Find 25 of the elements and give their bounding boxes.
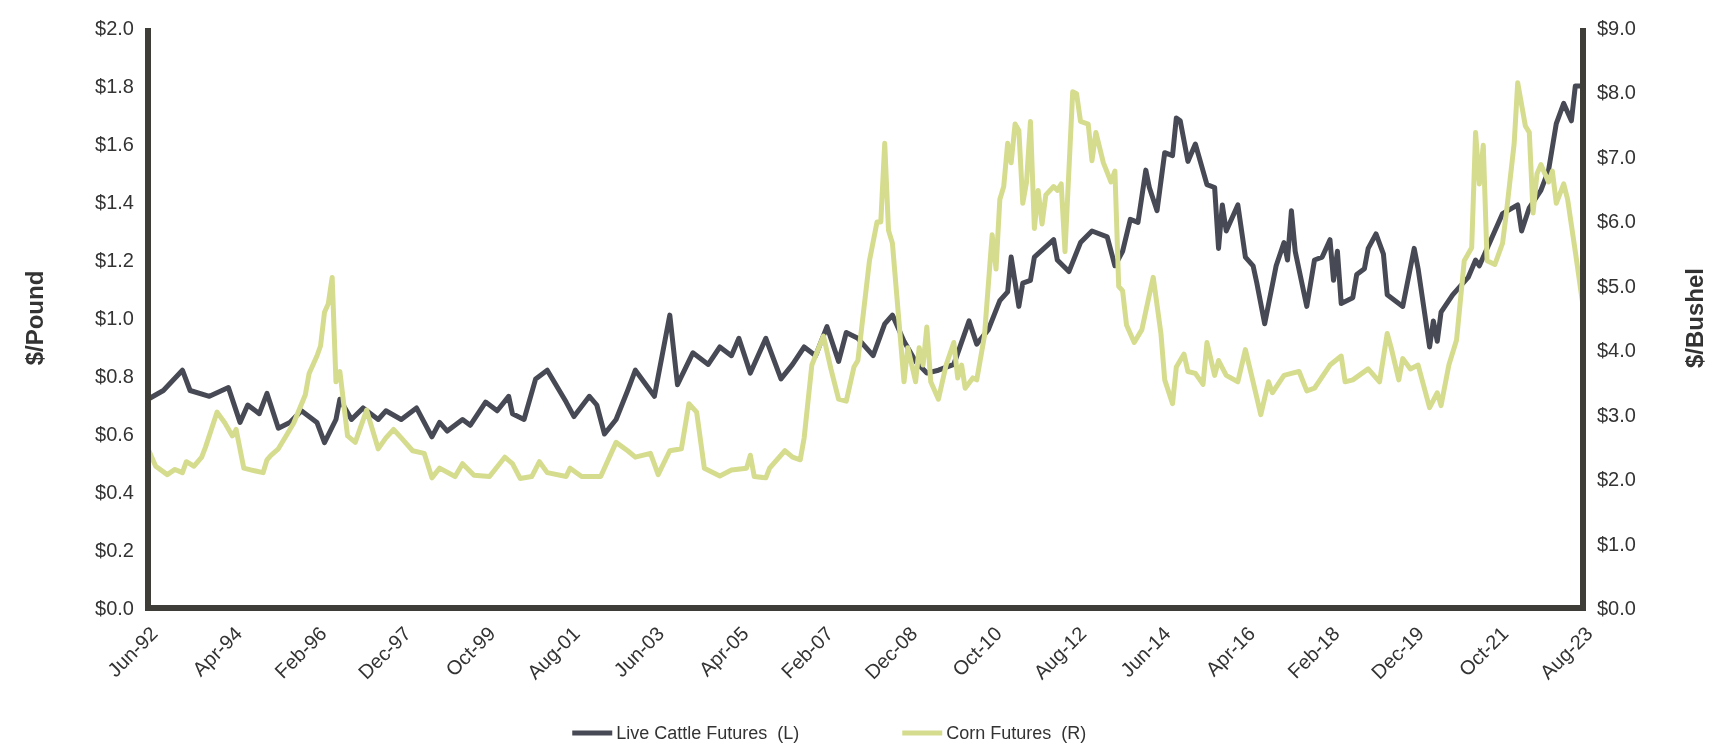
y-tick-label: $1.8 [95, 75, 134, 97]
y2-tick-label: $1.0 [1597, 532, 1636, 555]
y2-tick-label: $3.0 [1597, 403, 1636, 426]
y-tick-label: $0.4 [95, 481, 134, 503]
y-tick-label: $1.2 [95, 249, 134, 271]
y2-axis-title: $/Bushel [1681, 267, 1708, 369]
y2-tick-label: $8.0 [1597, 81, 1636, 104]
y2-tick-label: $7.0 [1597, 145, 1636, 168]
y-axis-title: $/Pound [21, 270, 48, 366]
y2-tick-label: $2.0 [1597, 468, 1636, 491]
y-tick-label: $1.0 [95, 307, 134, 329]
y-tick-label: $0.2 [95, 539, 134, 561]
y2-tick-label: $6.0 [1597, 210, 1636, 233]
y2-tick-label: $4.0 [1597, 339, 1636, 362]
y-tick-label: $0.6 [95, 423, 134, 445]
y-tick-label: $2.0 [95, 17, 134, 39]
legend-label: Corn Futures (R) [946, 723, 1087, 744]
y2-tick-label: $9.0 [1597, 17, 1636, 39]
y2-tick-label: $5.0 [1597, 274, 1636, 297]
y-tick-label: $0.0 [95, 597, 134, 619]
y2-tick-label: $0.0 [1597, 597, 1636, 619]
legend-label: Live Cattle Futures (L) [616, 723, 800, 744]
y-tick-label: $1.6 [95, 133, 134, 155]
y-tick-label: $0.8 [95, 365, 134, 387]
y-tick-label: $1.4 [95, 191, 134, 213]
